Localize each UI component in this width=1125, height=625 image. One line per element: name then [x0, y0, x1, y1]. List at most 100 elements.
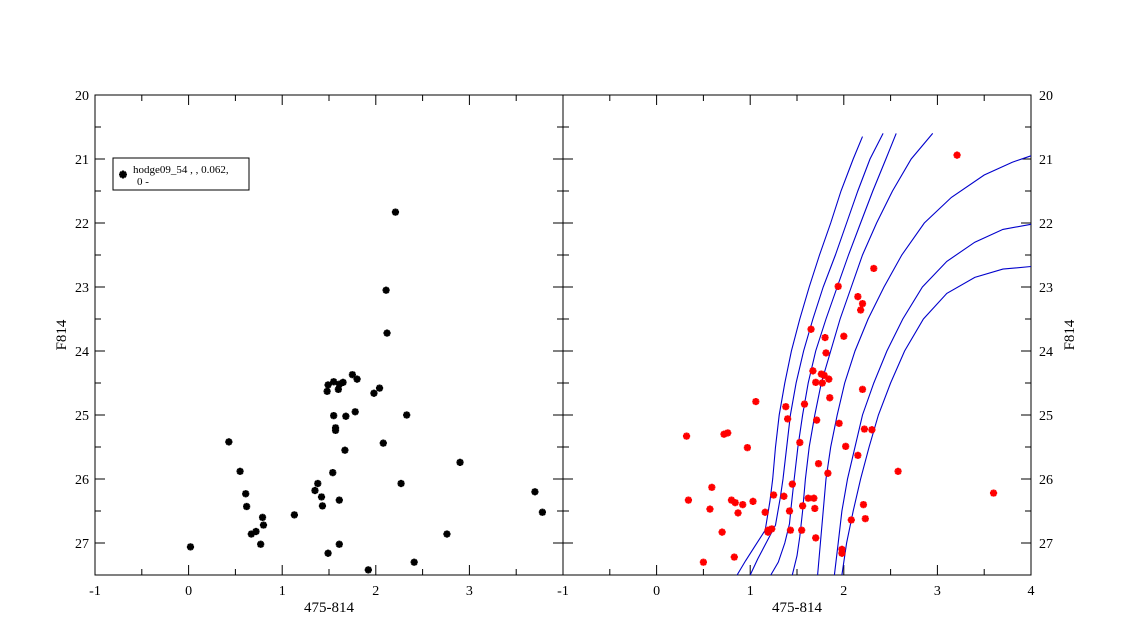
right-data-point: [953, 151, 961, 159]
right-panel-frame: [562, 94, 1032, 576]
right-x-axis-label: 475-814: [772, 600, 822, 616]
right-data-point: [752, 397, 760, 406]
right-x-tick-label: 2: [840, 584, 847, 599]
left-data-point: [330, 378, 338, 386]
left-data-point: [348, 371, 356, 379]
right-data-point: [834, 282, 842, 290]
right-data-point: [785, 507, 794, 515]
legend-star-marker-icon: [119, 170, 127, 179]
right-data-point: [800, 400, 809, 408]
left-data-point: [247, 530, 255, 538]
left-data-point: [538, 508, 547, 516]
right-data-point: [818, 379, 826, 387]
left-data-point: [382, 286, 390, 294]
right-y-tick-label: 24: [1039, 345, 1053, 360]
left-data-point: [531, 488, 539, 496]
legend-label-line2: 0 -: [137, 176, 149, 188]
right-data-point: [842, 442, 850, 450]
left-y-tick-label: 25: [75, 409, 89, 424]
right-data-point: [825, 375, 833, 383]
left-x-tick-label: 0: [185, 584, 192, 599]
left-data-point: [259, 521, 268, 529]
right-x-tick-label: 4: [1028, 584, 1035, 599]
left-data-point: [323, 387, 331, 395]
left-y-axis-label: F814: [54, 319, 70, 350]
right-data-point: [724, 429, 732, 437]
right-data-point: [786, 526, 795, 534]
left-data-point: [236, 467, 244, 475]
right-data-point: [811, 504, 819, 513]
left-data-point: [225, 438, 233, 446]
left-data-point: [339, 378, 347, 386]
right-data-point: [727, 496, 736, 504]
right-data-point: [812, 378, 820, 386]
right-data-point: [731, 499, 739, 507]
right-data-point: [718, 528, 726, 536]
left-data-point: [329, 469, 337, 477]
right-data-point: [859, 501, 868, 509]
right-data-point: [788, 480, 796, 488]
right-y-tick-label: 26: [1039, 473, 1053, 488]
right-x-tick-label: 1: [747, 584, 754, 599]
left-data-point: [311, 486, 319, 495]
left-y-tick-label: 22: [75, 217, 89, 232]
left-data-point: [391, 208, 400, 216]
right-data-point: [847, 516, 855, 524]
right-data-point: [807, 325, 815, 333]
left-data-point: [335, 496, 343, 504]
right-data-point: [824, 469, 832, 477]
right-data-point: [799, 502, 807, 510]
left-data-point: [242, 490, 250, 498]
right-data-point: [854, 451, 862, 459]
right-data-point: [868, 426, 876, 434]
right-data-point: [822, 349, 830, 357]
right-data-point: [770, 491, 778, 499]
isochrone-line-6: [833, 223, 1032, 576]
right-data-point: [810, 494, 818, 502]
isochrone-line-5: [817, 155, 1032, 576]
left-data-point: [383, 329, 391, 337]
left-data-point: [317, 493, 326, 501]
right-data-point: [812, 534, 820, 542]
left-data-point: [314, 479, 322, 488]
right-data-point: [734, 509, 742, 517]
right-data-point: [838, 545, 846, 553]
right-data-point: [860, 425, 868, 433]
left-data-point: [456, 458, 464, 466]
right-data-point: [720, 430, 728, 438]
left-data-point: [335, 540, 343, 548]
left-y-tick-label: 26: [75, 473, 89, 488]
left-data-point: [252, 527, 260, 536]
right-data-point: [861, 515, 869, 523]
right-y-axis-label: F814: [1062, 319, 1078, 350]
right-data-point: [870, 264, 878, 273]
left-x-axis-label: 475-814: [304, 600, 354, 616]
right-data-point: [835, 419, 843, 427]
isochrone-lines: [736, 133, 1032, 576]
right-data-point: [814, 460, 823, 468]
left-data-point: [335, 380, 343, 388]
left-data-point: [410, 558, 418, 566]
right-data-point: [894, 467, 902, 475]
isochrone-line-1: [736, 136, 864, 576]
right-data-point: [796, 438, 804, 447]
right-data-point: [809, 367, 817, 375]
left-data-point: [370, 389, 378, 397]
left-y-tick-label: 21: [75, 153, 89, 168]
right-y-tick-label: 23: [1039, 281, 1053, 296]
left-x-tick-label: 3: [466, 584, 473, 599]
left-data-point: [403, 411, 411, 419]
right-data-point: [730, 553, 738, 561]
left-data-point: [243, 502, 251, 511]
left-data-point: [443, 530, 451, 538]
left-data-point: [364, 566, 372, 574]
left-y-tick-label: 24: [75, 345, 89, 360]
left-x-tick-label: -1: [89, 584, 101, 599]
legend: hodge09_54 , , 0.062, 0 -: [112, 157, 250, 191]
right-data-point: [857, 306, 865, 314]
left-data-point: [375, 384, 384, 392]
left-data-point: [257, 540, 265, 548]
legend-label-line1: hodge09_54 , , 0.062,: [133, 164, 229, 176]
